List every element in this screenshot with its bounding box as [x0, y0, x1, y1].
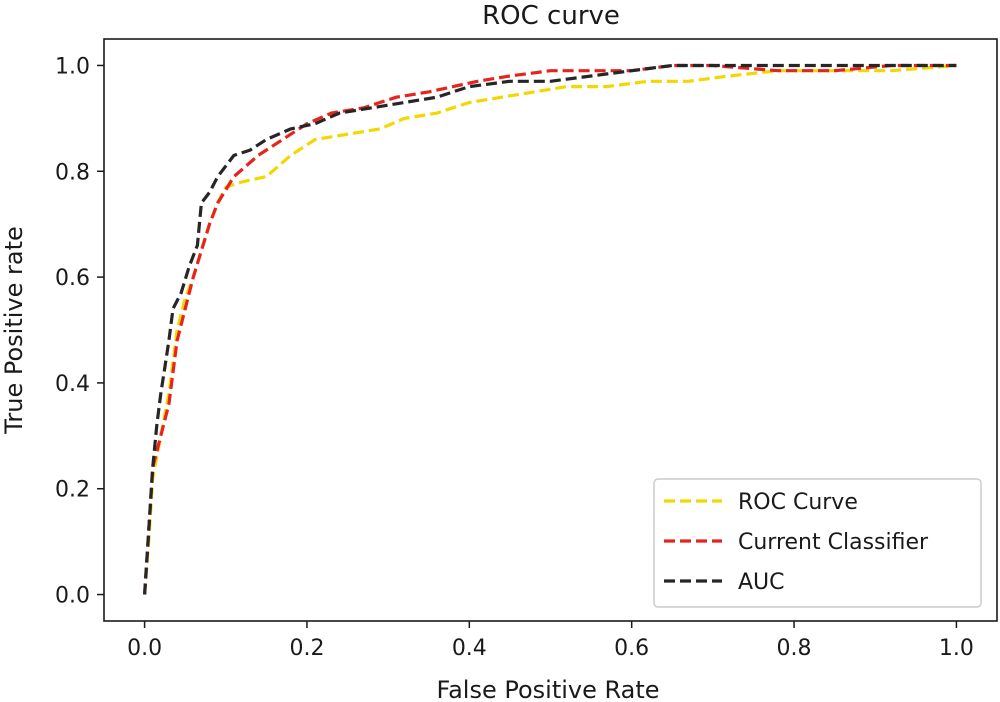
x-axis: 0.0 0.2 0.4 0.6 0.8 1.0	[127, 621, 974, 661]
x-tick-label: 0.8	[777, 636, 812, 661]
y-tick-label: 0.6	[55, 266, 90, 291]
x-tick-label: 1.0	[939, 636, 974, 661]
y-axis: 0.0 0.2 0.4 0.6 0.8 1.0	[55, 54, 104, 609]
x-tick-label: 0.6	[614, 636, 649, 661]
plot-frame	[103, 38, 998, 622]
series-layer	[143, 63, 957, 595]
y-tick-label: 0.2	[55, 478, 90, 503]
y-tick-label: 1.0	[55, 54, 90, 79]
chart-title: ROC curve	[482, 1, 620, 31]
y-tick-label: 0.4	[55, 372, 90, 397]
legend: ROC Curve Current Classifier AUC	[653, 478, 982, 608]
y-tick-label: 0.0	[55, 584, 90, 609]
legend-label: Current Classifier	[738, 530, 929, 555]
x-tick-label: 0.0	[127, 636, 162, 661]
x-tick-label: 0.4	[452, 636, 487, 661]
y-axis-title: True Positive rate	[0, 226, 28, 435]
legend-label: ROC Curve	[738, 490, 858, 515]
y-tick-label: 0.8	[55, 160, 90, 185]
legend-box	[653, 478, 982, 608]
legend-label: AUC	[738, 570, 785, 595]
x-tick-label: 0.2	[289, 636, 324, 661]
x-axis-title: False Positive Rate	[436, 676, 659, 702]
series-line-auc	[143, 63, 957, 595]
